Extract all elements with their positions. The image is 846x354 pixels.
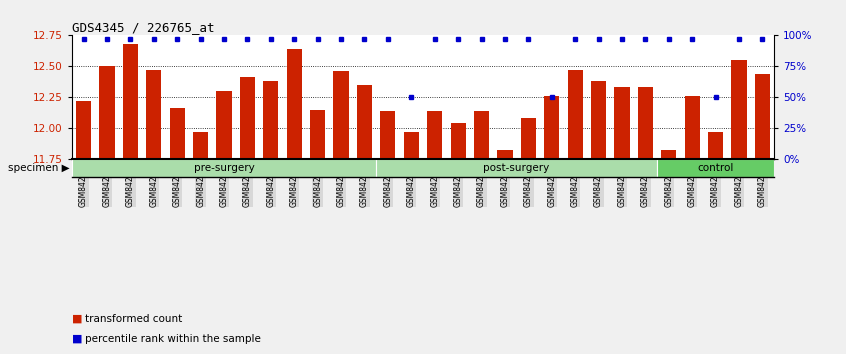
Bar [591,81,606,159]
Bar [451,123,465,159]
Bar [357,85,372,159]
Bar [146,70,162,159]
Bar [193,132,208,159]
Bar [544,96,559,159]
Bar [76,101,91,159]
Bar [310,110,325,159]
Bar [240,78,255,159]
Bar [708,132,723,159]
Bar [333,71,349,159]
Bar [732,60,746,159]
Bar [662,150,676,159]
Text: specimen ▶: specimen ▶ [8,163,69,173]
Text: post-surgery: post-surgery [484,163,550,173]
Bar [100,66,114,159]
Text: ■: ■ [72,333,82,344]
Text: transformed count: transformed count [85,314,182,324]
Bar [263,81,278,159]
Bar [72,160,376,177]
Bar [170,108,184,159]
Text: ■: ■ [72,314,82,324]
Bar [427,111,442,159]
Bar [376,160,657,177]
Bar [217,91,232,159]
Bar [404,132,419,159]
Bar [684,96,700,159]
Bar [755,74,770,159]
Text: GDS4345 / 226765_at: GDS4345 / 226765_at [72,21,214,34]
Bar [638,87,653,159]
Bar [381,111,395,159]
Bar [521,118,536,159]
Bar [287,49,302,159]
Bar [123,44,138,159]
Text: percentile rank within the sample: percentile rank within the sample [85,333,261,344]
Bar [474,111,489,159]
Text: control: control [697,163,733,173]
Bar [657,160,774,177]
Bar [614,87,629,159]
Bar [497,150,513,159]
Bar [568,70,583,159]
Text: pre-surgery: pre-surgery [194,163,255,173]
